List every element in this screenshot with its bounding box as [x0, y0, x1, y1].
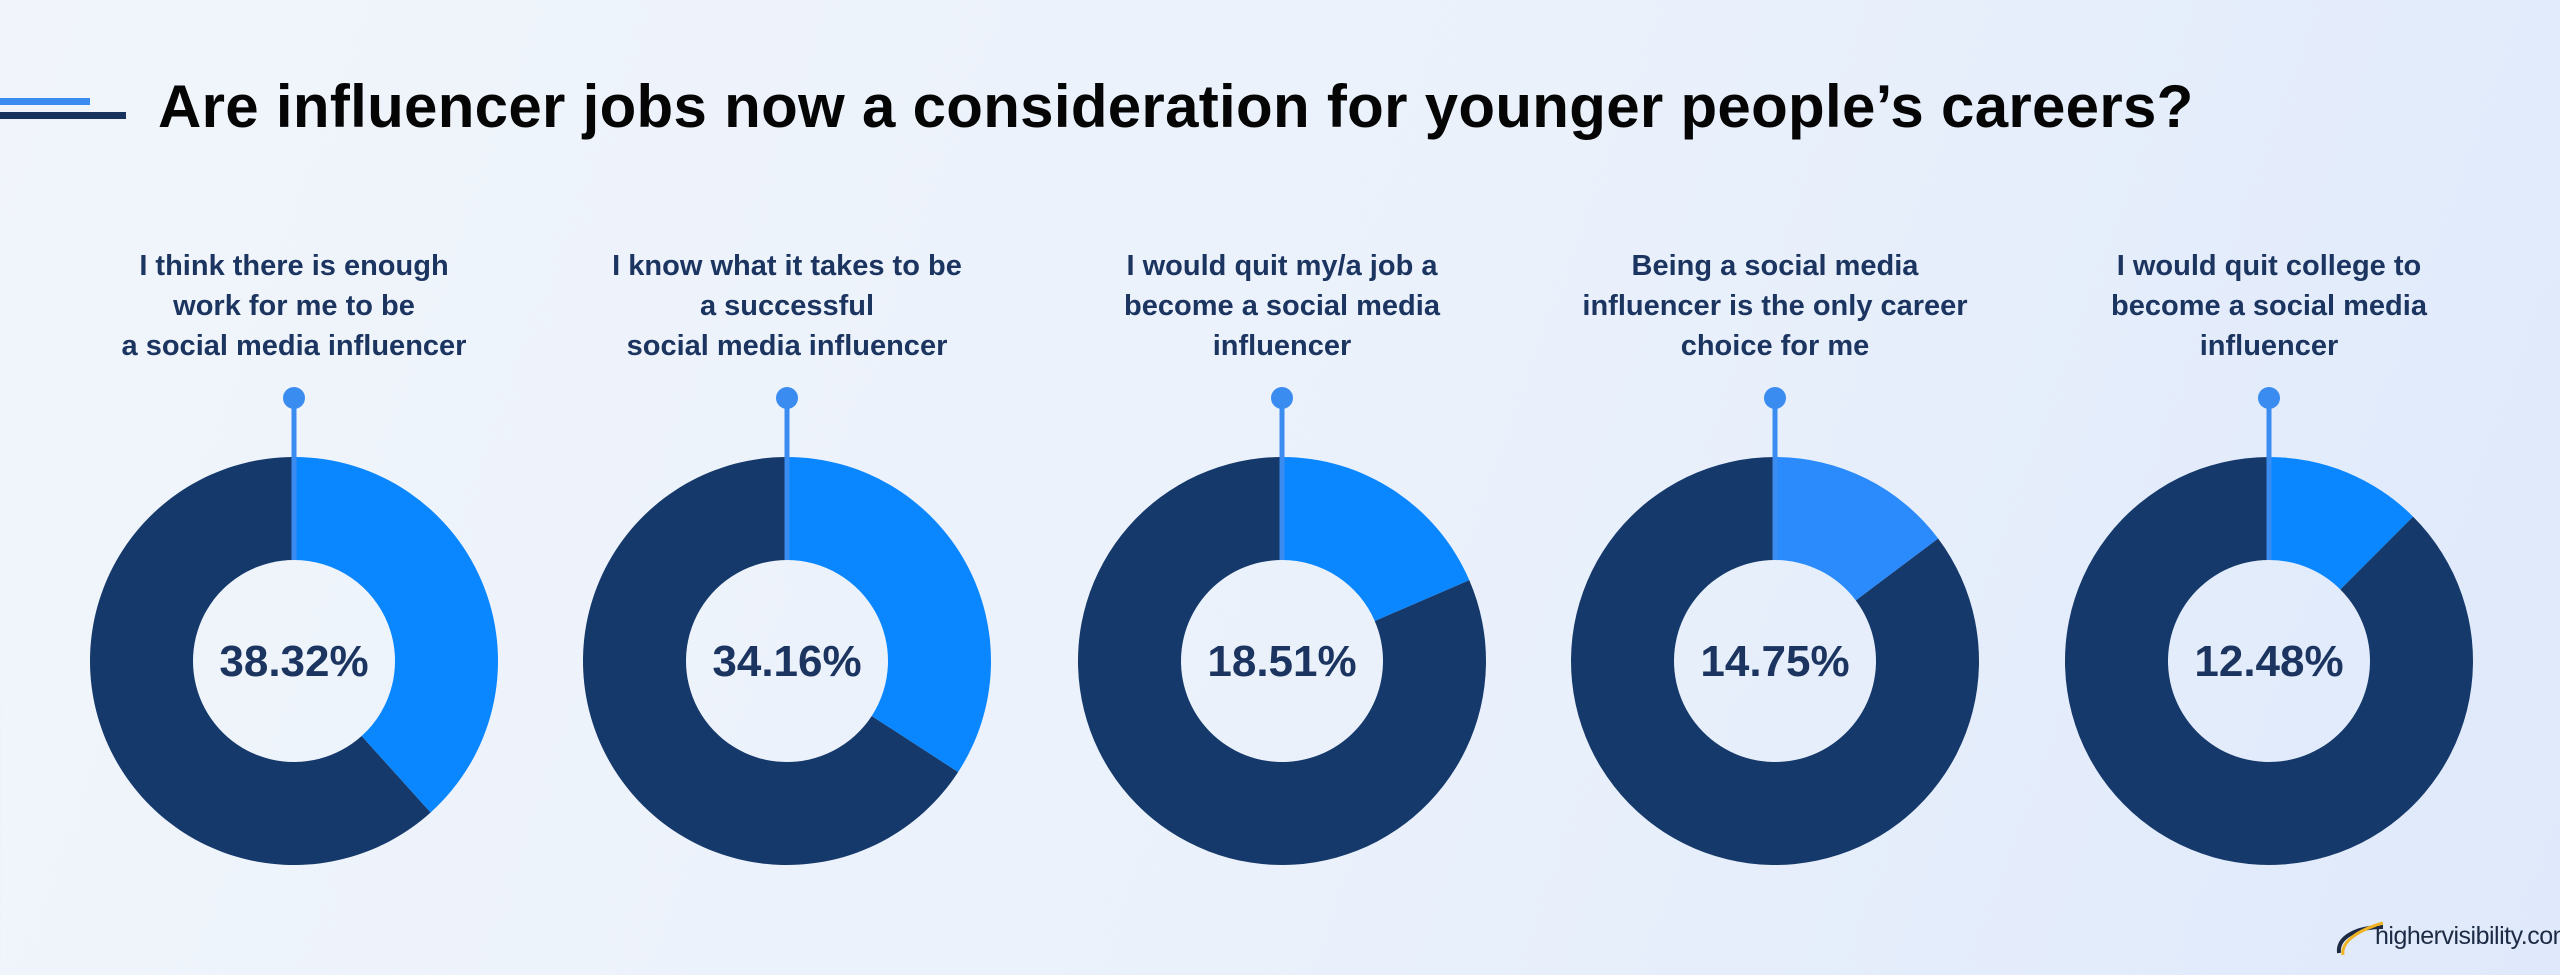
donut-segment-remainder [2065, 457, 2473, 866]
pin-dot [283, 387, 305, 409]
donut-segment-value [1775, 457, 1939, 601]
chart-label: I would quit college to become a social m… [2039, 246, 2499, 366]
chart-label-line: become a social media [1124, 290, 1440, 322]
value-label: 34.16% [712, 637, 861, 686]
value-label: 38.32% [219, 637, 368, 686]
chart-label-line: become a social media [2111, 290, 2427, 322]
donut-segment-remainder [583, 457, 959, 866]
chart-label-line: choice for me [1680, 330, 1870, 362]
title-accent-line-navy [0, 112, 126, 119]
chart-label-line: I would quit my/a job a [1126, 250, 1438, 282]
chart-label-line: I know what it takes to be [612, 250, 962, 282]
chart-label-line: influencer [1212, 330, 1352, 362]
donut-segment-remainder [90, 457, 431, 865]
chart-label-line: I would quit college to [2116, 250, 2422, 282]
chart-label-line: Being a social media [1631, 250, 1919, 282]
donut-segment-value [294, 457, 498, 813]
value-label: 12.48% [2194, 637, 2343, 686]
chart-label: I would quit my/a job a become a social m… [1052, 246, 1512, 366]
chart-label-line: a social media influencer [121, 330, 467, 362]
chart-label: I know what it takes to be a successful so… [557, 246, 1017, 366]
value-label: 14.75% [1700, 637, 1849, 686]
chart-label: Being a social media influencer is the on… [1545, 246, 2005, 366]
chart-label-line: influencer is the only career [1582, 290, 1968, 322]
donut-segment-remainder [1571, 457, 1979, 866]
donut-segment-remainder [1078, 457, 1486, 866]
chart-label: I think there is enough work for me to be… [64, 246, 524, 366]
chart-label-line: a successful [699, 290, 875, 322]
pin-dot [1764, 387, 1786, 409]
pin-dot [776, 387, 798, 409]
page-title: Are influencer jobs now a consideration … [158, 73, 2194, 140]
logo-text: highervisibility.com [2375, 922, 2560, 950]
pin-dot [1271, 387, 1293, 409]
chart-label-line: influencer [2199, 330, 2339, 362]
title-accent-line-blue [0, 98, 90, 105]
chart-label-line: work for me to be [173, 290, 415, 322]
donut-segment-value [2269, 457, 2414, 590]
chart-label-line: social media influencer [626, 330, 948, 362]
logo-swoosh-icon [2336, 921, 2384, 956]
donut-segment-value [787, 457, 991, 773]
chart-label-line: I think there is enough [139, 250, 449, 282]
donut-segment-value [1282, 457, 1470, 621]
pin-dot [2258, 387, 2280, 409]
value-label: 18.51% [1207, 637, 1356, 686]
